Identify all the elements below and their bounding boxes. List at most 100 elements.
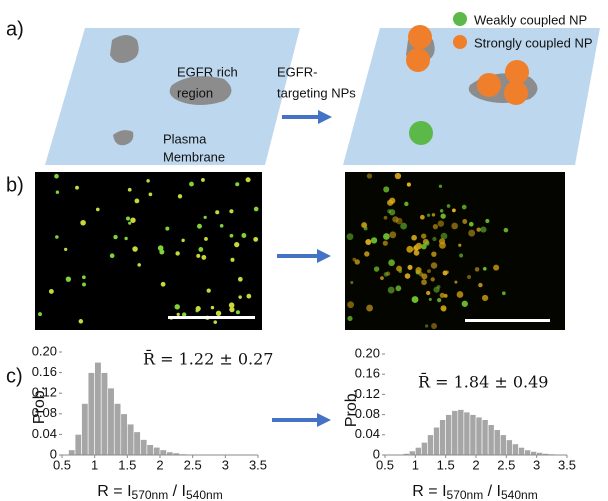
dot <box>444 294 448 298</box>
dot <box>49 289 54 294</box>
bar <box>512 444 518 455</box>
dot <box>395 285 401 291</box>
dot <box>213 320 217 324</box>
dot <box>364 227 368 231</box>
dot <box>483 267 487 271</box>
dot <box>220 224 224 228</box>
dot <box>38 312 42 316</box>
bar <box>95 362 102 455</box>
x-tick-label: 2.5 <box>184 457 202 472</box>
dot <box>419 272 423 276</box>
annotation: R̄ = 1.22 ± 0.27 <box>143 348 273 369</box>
dot <box>64 248 67 251</box>
dot <box>55 235 59 239</box>
dot <box>146 179 149 182</box>
dot <box>432 213 435 216</box>
dot <box>467 275 471 279</box>
bar <box>506 440 512 455</box>
dot <box>56 191 59 194</box>
dot <box>207 288 211 292</box>
dot <box>387 200 391 204</box>
dot <box>478 283 482 287</box>
dot <box>215 210 219 214</box>
x-tick-label: 0.5 <box>376 457 394 472</box>
bar <box>434 427 440 455</box>
bar <box>127 424 134 455</box>
dot <box>399 270 402 273</box>
dot <box>235 182 239 186</box>
x-label-part: 540nm <box>501 488 538 501</box>
dot <box>469 222 474 227</box>
dot <box>229 302 235 308</box>
dot <box>431 262 437 268</box>
bar <box>415 447 421 455</box>
bar <box>88 373 95 455</box>
dot <box>396 173 401 178</box>
dot <box>96 208 100 212</box>
dot <box>425 324 428 327</box>
x-label-part: 540nm <box>186 488 223 501</box>
x-tick-label: 3 <box>222 457 229 472</box>
bar <box>446 415 452 455</box>
dot <box>230 234 234 238</box>
bar <box>500 435 506 455</box>
nanoparticle <box>408 25 432 49</box>
bar <box>147 445 154 455</box>
bar <box>421 442 427 455</box>
figure: a) b) c) EGFR rich region Plasma Membran… <box>0 0 608 501</box>
dot <box>416 243 423 250</box>
dot <box>431 251 436 256</box>
dot <box>451 223 458 230</box>
dot <box>408 265 413 270</box>
x-tick-label: 3 <box>533 457 540 472</box>
dot <box>406 246 413 253</box>
dot <box>177 313 180 316</box>
annotation: R̄ = 1.84 ± 0.49 <box>418 371 548 392</box>
dot <box>439 185 442 188</box>
bar <box>82 404 89 456</box>
dot <box>457 291 464 298</box>
x-axis-label: R = I570nm / I540nm <box>412 483 537 501</box>
dot <box>347 233 354 240</box>
dot <box>201 255 206 260</box>
dot <box>374 266 379 271</box>
dot <box>431 277 435 281</box>
dot <box>396 218 403 225</box>
dot <box>440 213 445 218</box>
micrograph <box>345 172 565 330</box>
dot <box>407 183 411 187</box>
dot <box>433 224 438 229</box>
diagram-label: Plasma <box>163 131 207 146</box>
scale-bar <box>168 316 255 319</box>
bar <box>440 420 446 455</box>
dot <box>482 295 488 301</box>
dot <box>389 209 395 215</box>
x-tick-label: 2 <box>472 457 479 472</box>
dot <box>388 287 395 294</box>
dot <box>468 230 475 237</box>
bar <box>134 432 141 455</box>
dot <box>241 233 246 238</box>
dot <box>165 227 169 231</box>
dot <box>82 275 86 279</box>
dot <box>197 224 202 229</box>
dot <box>493 265 499 271</box>
dot <box>229 209 233 213</box>
dot <box>347 301 354 308</box>
bar <box>409 451 415 455</box>
bar <box>470 415 476 455</box>
diagram-label: region <box>177 85 213 100</box>
dot <box>201 178 205 182</box>
dot <box>383 241 388 246</box>
arrows <box>272 110 332 427</box>
x-label-part: R = I <box>412 483 446 500</box>
dot <box>230 258 234 262</box>
diagram-label: Membrane <box>163 149 225 164</box>
dot <box>432 237 436 241</box>
y-tick-label: 0.04 <box>32 426 57 441</box>
x-tick-label: 2 <box>156 457 163 472</box>
dot <box>110 253 115 258</box>
dot <box>412 296 419 303</box>
dot <box>149 192 153 196</box>
x-tick-label: 3.5 <box>249 457 267 472</box>
